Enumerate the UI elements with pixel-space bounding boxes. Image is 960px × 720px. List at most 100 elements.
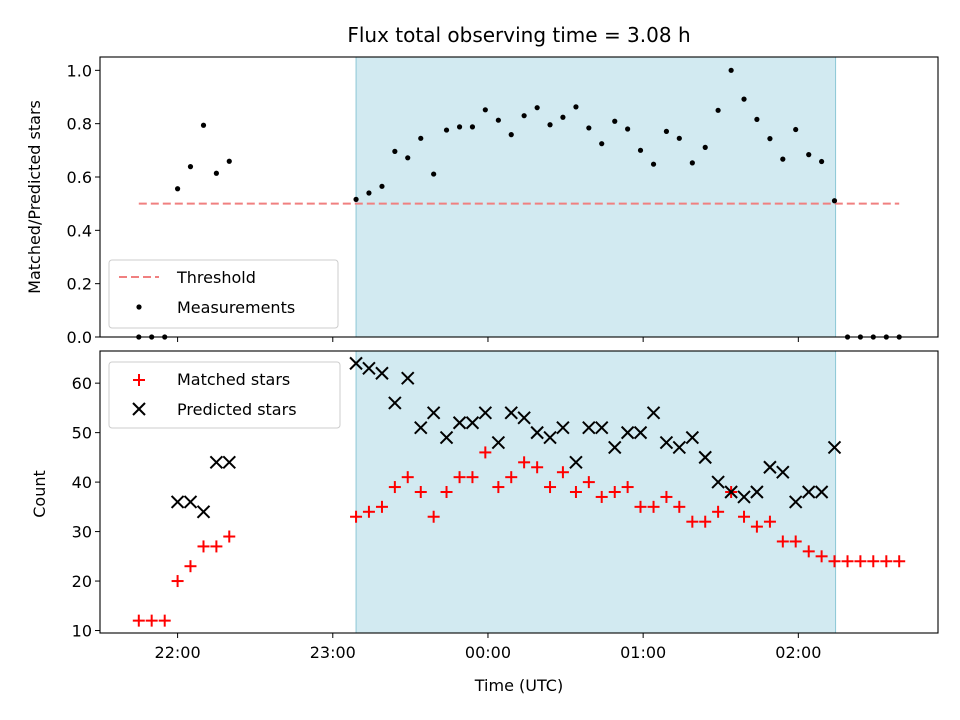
matched-point [789,535,802,548]
measurement-point [715,107,721,113]
predicted-point-b [556,420,570,435]
predicted-point [582,420,596,435]
predicted-point [802,485,816,499]
predicted-point [209,455,224,470]
predicted-point-b [388,396,402,410]
measurement-point [174,186,181,192]
measurement-point [650,161,657,167]
predicted-point [737,490,751,504]
ratio-y-tick-label: 0.6 [67,168,92,187]
matched-point [673,500,686,513]
predicted-point [827,440,842,455]
predicted-point-b [196,505,211,519]
count-legend-frame [108,361,341,429]
matched-point [556,466,569,479]
predicted-point-b [491,435,506,450]
predicted-point [711,475,725,489]
predicted-point [672,440,687,455]
predicted-point [170,495,185,509]
matched-point [158,614,171,627]
measurements-legend-swatch [136,304,142,310]
ratio-y-tick-label: 0.0 [67,328,92,347]
matched-point [145,614,158,627]
measurement-point [728,67,734,73]
matched-point [893,555,906,568]
measurement-point [508,132,514,138]
matched-point [388,481,401,494]
measurement-point [469,124,476,130]
matched-point [531,461,544,474]
predicted-legend-label: Predicted stars [177,400,297,419]
matched-point [505,471,518,484]
predicted-point [556,420,570,435]
count-x-tick-label: 00:00 [465,643,511,662]
predicted-point [465,416,480,430]
count-x-tick-label: 23:00 [310,643,356,662]
predicted-point [491,435,506,450]
matched-point [350,510,363,523]
count-y-tick-label: 10 [72,622,92,641]
ratio-panel: 0.0 0.2 0.4 0.6 0.8 1.0 [67,56,939,347]
measurement-point [793,126,799,133]
predicted-point [595,420,609,435]
measurement-point [741,96,747,102]
matched-point [776,535,789,548]
matched-point [802,545,815,558]
ratio-y-tick-label: 0.8 [67,115,92,134]
matched-point [686,515,699,528]
predicted-point-b [465,416,480,430]
measurement-point [392,148,398,154]
predicted-point [763,460,777,474]
predicted-point-b [672,440,687,455]
ratio-observing-window [355,56,837,338]
matched-point [880,555,893,568]
count-y-axis-label: Count [30,470,49,518]
predicted-point [788,495,803,509]
measurement-point [612,118,618,124]
measurement-point [625,126,631,132]
predicted-point-b [543,430,557,445]
measurement-point [456,124,463,130]
predicted-point-b [827,440,842,455]
predicted-point [620,425,635,440]
chart-title: Flux total observing time = 3.08 h [347,23,690,47]
matched-point [414,486,427,498]
predicted-point-b [608,440,622,455]
predicted-point-b [763,460,777,474]
predicted-point-b [582,420,596,435]
count-x-tick-label: 22:00 [155,643,201,662]
measurement-point [379,183,385,189]
measurement-point [366,190,372,196]
measurement-point [405,155,411,161]
predicted-point [504,406,518,420]
matched-point [738,510,751,523]
predicted-point-b [170,495,185,509]
predicted-point [646,406,661,420]
predicted-point-b [646,406,661,420]
predicted-point-b [802,485,816,499]
matched-point [362,505,375,518]
matched-point [375,500,388,513]
predicted-point [222,455,236,470]
predicted-point-b [439,430,454,445]
matched-point [841,555,854,568]
matched-point [440,486,453,498]
predicted-point [196,505,211,519]
measurement-point [226,158,232,164]
predicted-point [439,430,454,445]
predicted-point-b [814,485,829,499]
measurement-point [443,127,450,133]
predicted-point-b [750,485,764,499]
predicted-point-b [426,406,441,420]
threshold-legend-label: Threshold [176,268,256,287]
measurements-legend-label: Measurements [177,298,295,317]
predicted-point [530,425,544,440]
predicted-point [517,411,531,425]
measurement-point [431,171,437,177]
predicted-point-b [209,455,224,470]
matched-point [401,471,414,484]
predicted-point [659,435,674,450]
measurement-point [213,170,219,176]
matched-point [621,481,634,494]
count-x-tick-label: 02:00 [775,643,821,662]
